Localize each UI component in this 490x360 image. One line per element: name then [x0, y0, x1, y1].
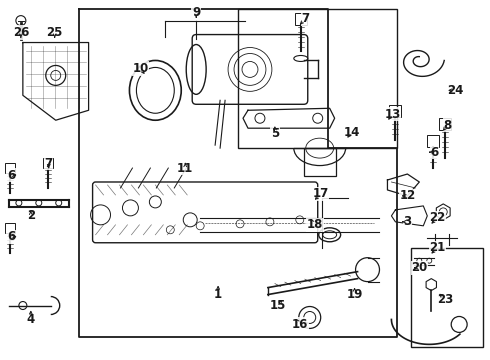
Text: 24: 24 — [447, 84, 464, 97]
Text: 12: 12 — [399, 189, 416, 202]
Text: 17: 17 — [313, 188, 329, 201]
Text: 8: 8 — [443, 119, 451, 132]
Text: 6: 6 — [430, 145, 439, 159]
Text: 4: 4 — [26, 313, 35, 326]
Text: 1: 1 — [214, 288, 222, 301]
Text: 18: 18 — [307, 218, 323, 231]
Text: 2: 2 — [27, 210, 35, 222]
Text: 20: 20 — [411, 261, 427, 274]
Text: 7: 7 — [302, 12, 310, 25]
Text: 11: 11 — [177, 162, 194, 175]
Text: 9: 9 — [192, 6, 200, 19]
Bar — [5, 223, 15, 233]
Text: 26: 26 — [13, 26, 29, 39]
Text: 5: 5 — [271, 127, 279, 140]
Bar — [304, 148, 336, 176]
Text: 14: 14 — [343, 126, 360, 139]
Text: 6: 6 — [7, 230, 15, 243]
Bar — [439, 118, 451, 130]
Bar — [5, 163, 15, 173]
Bar — [412, 248, 483, 347]
Text: 6: 6 — [7, 168, 15, 181]
Text: 13: 13 — [384, 108, 400, 121]
Text: 25: 25 — [47, 26, 63, 39]
Bar — [427, 135, 439, 147]
Bar — [238, 9, 397, 148]
Text: 16: 16 — [292, 318, 308, 331]
Bar — [390, 105, 401, 117]
Bar — [43, 158, 53, 168]
Bar — [295, 13, 307, 24]
Text: 21: 21 — [429, 241, 445, 254]
Text: 19: 19 — [346, 288, 363, 301]
Text: 23: 23 — [437, 293, 453, 306]
Text: 3: 3 — [403, 215, 412, 228]
Text: 22: 22 — [429, 211, 445, 224]
Text: 7: 7 — [45, 157, 53, 170]
Text: 15: 15 — [270, 299, 286, 312]
Text: 10: 10 — [132, 62, 148, 75]
